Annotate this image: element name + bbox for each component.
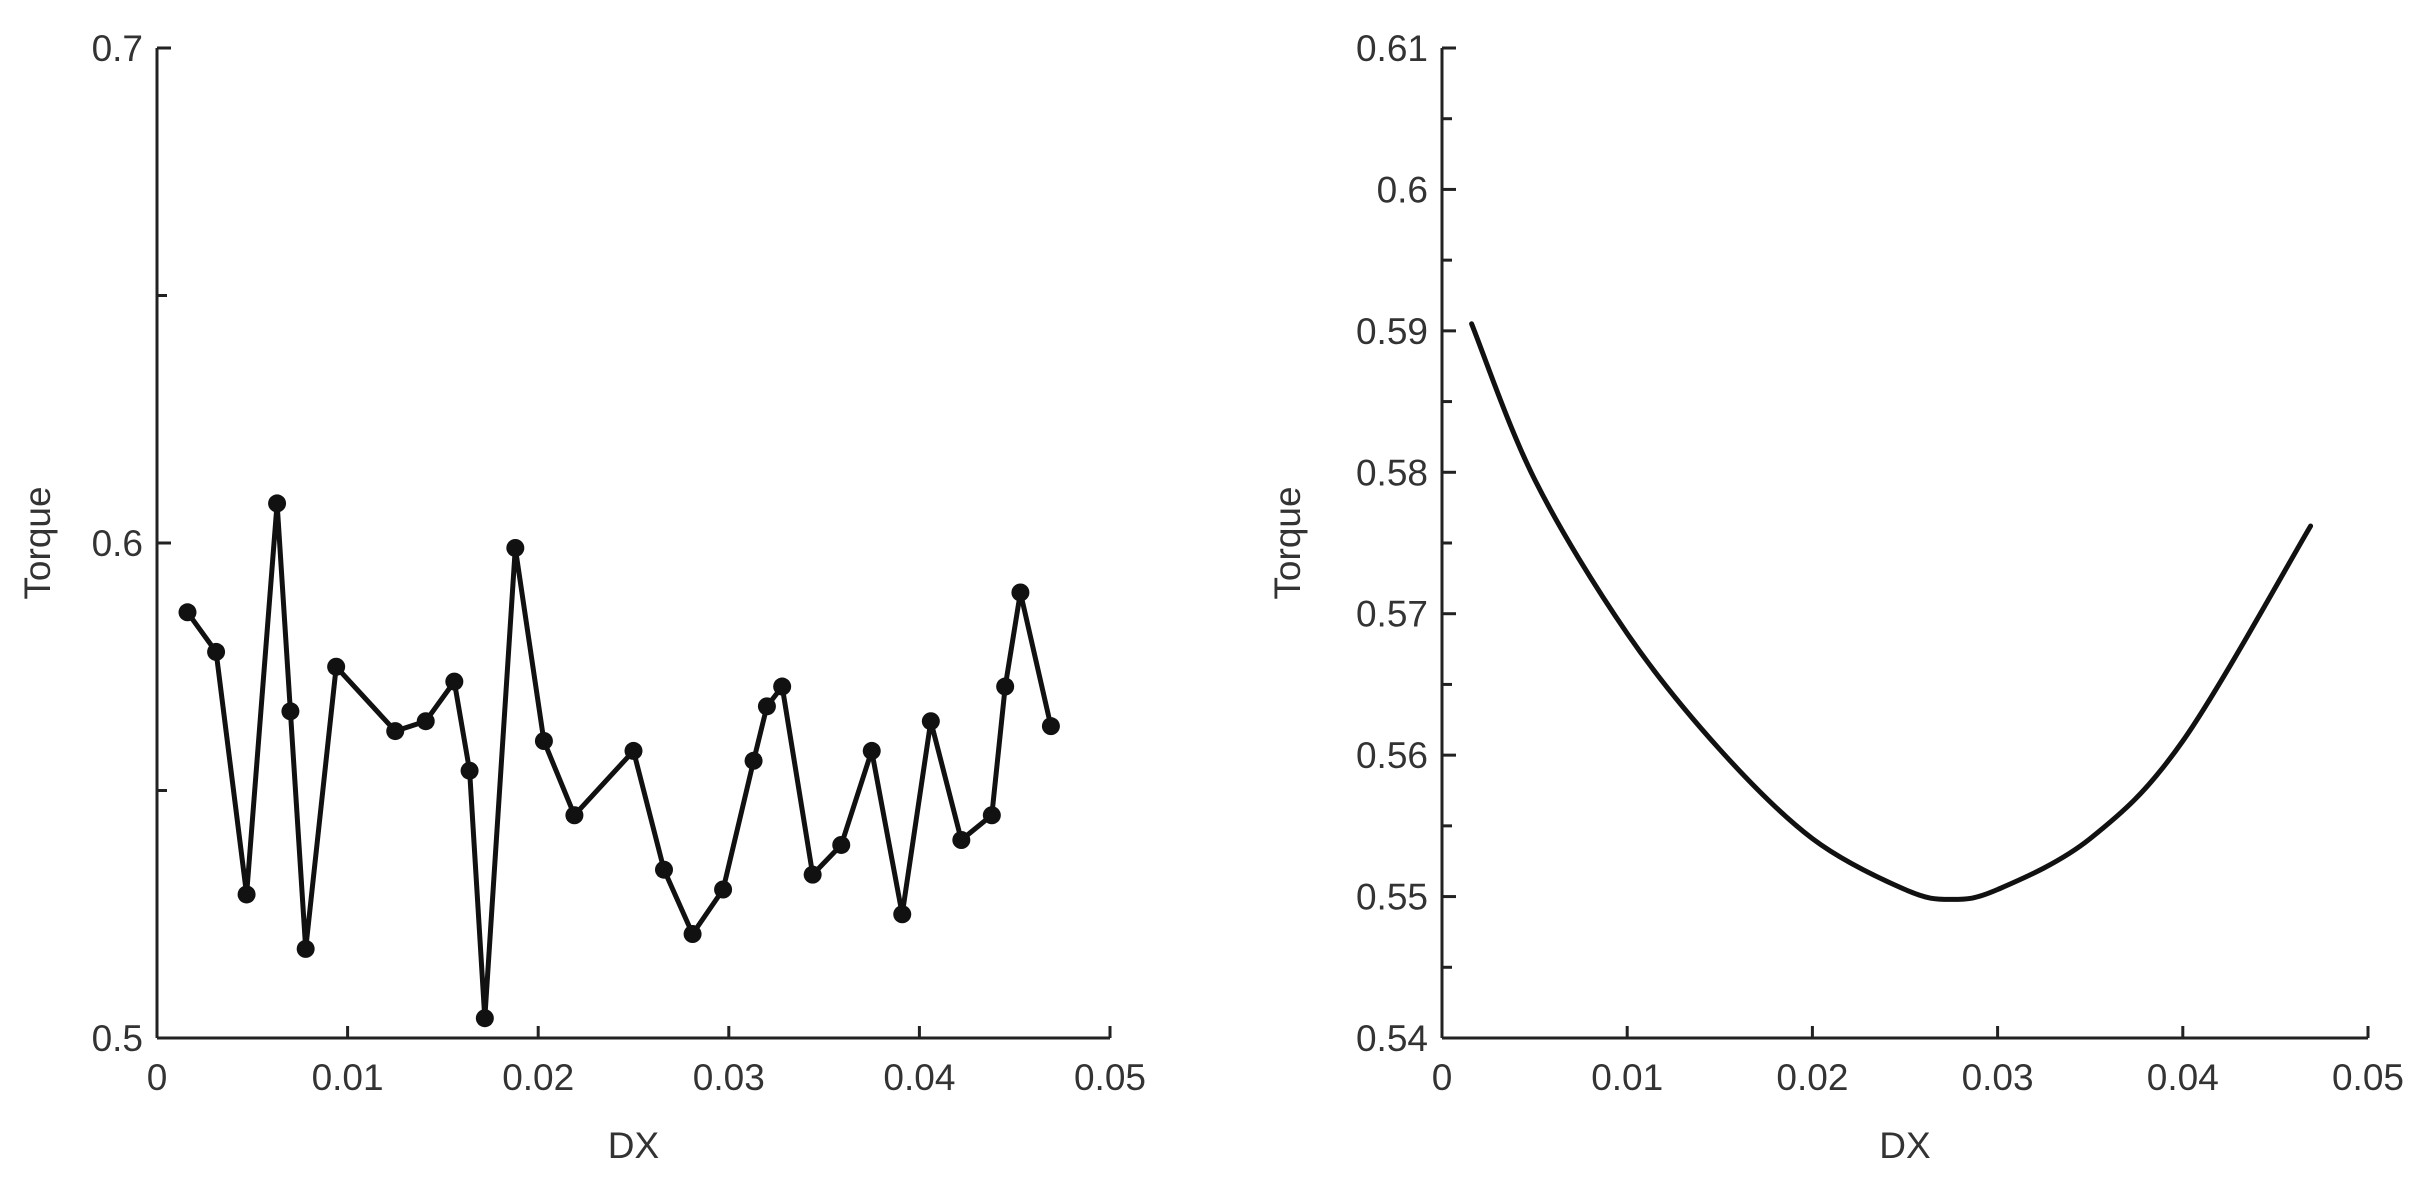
data-point (952, 831, 971, 849)
data-point (386, 722, 405, 741)
data-point (624, 741, 643, 760)
x-tick-label: 0.01 (312, 1057, 384, 1098)
series-line (1469, 321, 2314, 902)
data-point (460, 761, 479, 780)
data-point (281, 702, 300, 721)
x-tick-label: 0.04 (883, 1057, 955, 1098)
data-point (534, 732, 553, 750)
x-tick-label: 0 (1432, 1057, 1453, 1098)
data-point (714, 880, 733, 899)
y-tick-label: 0.58 (1356, 452, 1428, 493)
y-tick-label: 0.5 (92, 1018, 143, 1059)
x-tick-label: 0.02 (502, 1057, 574, 1098)
y-tick-label: 0.7 (92, 28, 143, 69)
left-chart: 0 0.01 0.02 0.03 0.04 0.05 0.5 0.6 0.7 DX Torque (17, 28, 1146, 1166)
x-axis-title: DX (608, 1125, 659, 1166)
x-axis-title: DX (1879, 1125, 1930, 1166)
data-point (757, 697, 776, 716)
x-tick-label: 0.03 (1962, 1057, 2034, 1098)
data-point (744, 751, 763, 770)
data-point (862, 741, 881, 760)
y-tick-label: 0.59 (1356, 311, 1428, 352)
series-line (185, 500, 1054, 1021)
data-point (1011, 583, 1030, 602)
y-tick-label: 0.6 (1377, 169, 1428, 210)
data-point (1041, 717, 1060, 736)
data-point (773, 677, 792, 696)
data-point (982, 806, 1001, 825)
data-point (268, 494, 287, 513)
y-tick-label: 0.61 (1356, 28, 1428, 69)
data-point (893, 905, 912, 924)
data-point (327, 657, 346, 676)
y-tick-label: 0.56 (1356, 735, 1428, 776)
data-point (178, 603, 197, 622)
y-tick-label: 0.55 (1356, 877, 1428, 918)
y-tick-label: 0.57 (1356, 594, 1428, 635)
x-tick-label: 0 (147, 1057, 168, 1098)
data-point (654, 860, 673, 879)
data-point (506, 538, 525, 557)
data-point (475, 1009, 494, 1028)
data-point (921, 712, 940, 731)
y-axis-title: Torque (17, 486, 58, 599)
x-tick-label: 0.05 (2332, 1057, 2404, 1098)
data-point (416, 712, 435, 731)
data-point (296, 939, 315, 958)
data-point (237, 885, 256, 904)
y-axis-title: Torque (1267, 486, 1308, 599)
data-point (683, 925, 702, 944)
x-tick-label: 0.02 (1776, 1057, 1848, 1098)
data-point (996, 677, 1015, 696)
x-tick-label: 0.03 (693, 1057, 765, 1098)
right-chart: 0 0.01 0.02 0.03 0.04 0.05 0.54 0.55 0.56 0.57 0.5… (1267, 28, 2404, 1166)
data-point (565, 806, 584, 825)
x-tick-label: 0.04 (2147, 1057, 2219, 1098)
data-point (445, 672, 464, 691)
data-point (803, 865, 822, 884)
y-tick-label: 0.6 (92, 523, 143, 564)
data-point (832, 835, 851, 854)
y-tick-label: 0.54 (1356, 1018, 1428, 1059)
data-point (207, 642, 226, 661)
x-tick-label: 0.05 (1074, 1057, 1146, 1098)
x-tick-label: 0.01 (1591, 1057, 1663, 1098)
